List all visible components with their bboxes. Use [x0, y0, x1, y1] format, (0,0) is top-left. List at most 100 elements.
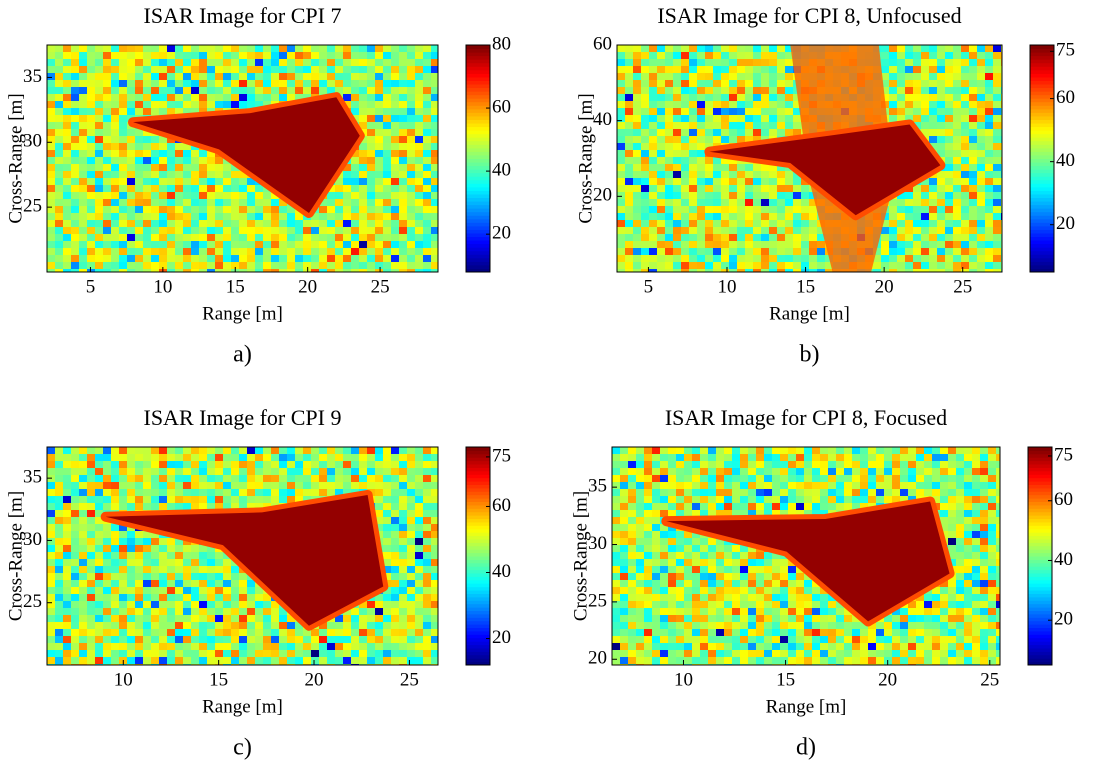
speckle [897, 262, 905, 269]
speckle [713, 101, 721, 108]
speckle [135, 87, 143, 94]
speckle [785, 87, 793, 94]
speckle [785, 241, 793, 248]
speckle [415, 496, 423, 503]
speckle [769, 59, 777, 66]
speckle [191, 650, 199, 657]
colorbar-step [466, 59, 490, 63]
speckle [183, 503, 191, 510]
speckle [55, 199, 63, 206]
speckle [399, 129, 407, 136]
speckle [103, 115, 111, 122]
speckle [87, 580, 95, 587]
speckle [993, 94, 1001, 101]
speckle [127, 461, 135, 468]
speckle [351, 206, 359, 213]
speckle [175, 650, 183, 657]
speckle [199, 59, 207, 66]
speckle [239, 66, 247, 73]
colorbar-step [466, 251, 490, 255]
x-tick-label: 20 [298, 276, 317, 297]
speckle [247, 594, 255, 601]
speckle [215, 171, 223, 178]
speckle [303, 66, 311, 73]
speckle [769, 255, 777, 262]
speckle [673, 87, 681, 94]
speckle [71, 650, 79, 657]
speckle [415, 255, 423, 262]
speckle [175, 87, 183, 94]
speckle [977, 136, 985, 143]
speckle [383, 115, 391, 122]
speckle [151, 447, 159, 454]
speckle [55, 475, 63, 482]
speckle [143, 545, 151, 552]
speckle [119, 601, 127, 608]
speckle [231, 587, 239, 594]
speckle [399, 482, 407, 489]
speckle [697, 164, 705, 171]
speckle [159, 94, 167, 101]
speckle [777, 199, 785, 206]
speckle [199, 52, 207, 59]
speckle [343, 447, 351, 454]
speckle [71, 59, 79, 66]
speckle [223, 199, 231, 206]
speckle [343, 80, 351, 87]
speckle [415, 199, 423, 206]
speckle [159, 566, 167, 573]
speckle [87, 129, 95, 136]
speckle [271, 241, 279, 248]
speckle [689, 185, 697, 192]
speckle [111, 150, 119, 157]
speckle [391, 45, 399, 52]
speckle [295, 234, 303, 241]
speckle [263, 629, 271, 636]
speckle [673, 234, 681, 241]
speckle [239, 262, 247, 269]
speckle [649, 108, 657, 115]
speckle [103, 545, 111, 552]
speckle [407, 206, 415, 213]
speckle [167, 66, 175, 73]
speckle [431, 566, 438, 573]
speckle [415, 59, 423, 66]
speckle [103, 80, 111, 87]
speckle [649, 227, 657, 234]
speckle [407, 101, 415, 108]
speckle [359, 482, 367, 489]
speckle [697, 150, 705, 157]
speckle [319, 468, 327, 475]
speckle [87, 52, 95, 59]
speckle [985, 73, 993, 80]
speckle [119, 178, 127, 185]
speckle [641, 248, 649, 255]
speckle [239, 587, 247, 594]
speckle [159, 66, 167, 73]
speckle [175, 566, 183, 573]
speckle [929, 108, 937, 115]
speckle [71, 629, 79, 636]
speckle [119, 255, 127, 262]
speckle [399, 164, 407, 171]
speckle [945, 171, 953, 178]
speckle [287, 475, 295, 482]
speckle [79, 59, 87, 66]
speckle [255, 248, 263, 255]
speckle [111, 164, 119, 171]
speckle [191, 601, 199, 608]
speckle [423, 566, 431, 573]
speckle [111, 545, 119, 552]
speckle [633, 213, 641, 220]
speckle [135, 73, 143, 80]
speckle [311, 475, 319, 482]
speckle [239, 608, 247, 615]
speckle [175, 643, 183, 650]
speckle [383, 262, 391, 269]
speckle [641, 206, 649, 213]
speckle [993, 227, 1001, 234]
speckle [287, 66, 295, 73]
speckle [95, 66, 103, 73]
speckle [809, 234, 817, 241]
speckle [705, 136, 713, 143]
